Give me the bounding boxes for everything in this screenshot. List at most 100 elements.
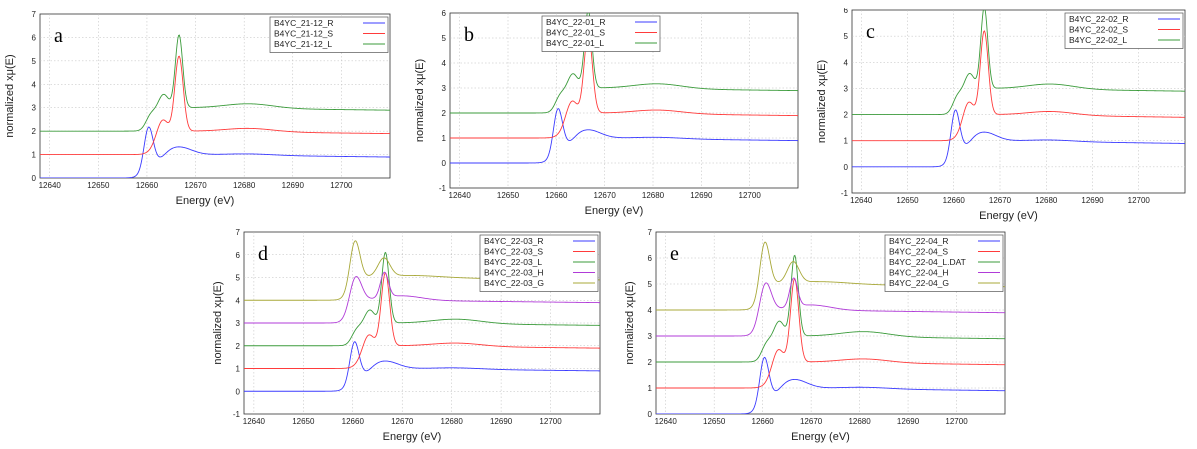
legend-box bbox=[884, 234, 1004, 292]
y-tick-label: 5 bbox=[236, 274, 241, 283]
series-line-B4YC_21-12_R bbox=[40, 126, 390, 178]
chart-panel-a: 12640 12650 12660 12670 12680 12690 12700 0 1 2 3 4… bbox=[0, 8, 400, 208]
x-tick-label: 12690 bbox=[897, 417, 920, 426]
x-tick-label: 12680 bbox=[848, 417, 871, 426]
y-tick-label: 1 bbox=[648, 384, 653, 393]
panel-letter: d bbox=[258, 243, 268, 265]
series-line-B4YC_22-04_S bbox=[656, 278, 1005, 389]
y-tick-label: 6 bbox=[648, 254, 653, 263]
y-tick-label: 2 bbox=[844, 111, 849, 120]
y-tick-label: 6 bbox=[32, 33, 37, 42]
xanes-chart-a: 12640 12650 12660 12670 12680 12690 12700 0 1 2 3 4… bbox=[4, 10, 391, 207]
y-tick-label: 3 bbox=[442, 84, 447, 93]
x-tick-label: 12680 bbox=[642, 191, 665, 200]
y-tick-label: 3 bbox=[648, 332, 653, 341]
x-tick-label: 12670 bbox=[594, 191, 617, 200]
panel-letter: b bbox=[464, 24, 474, 46]
y-tick-label: 0 bbox=[32, 174, 37, 183]
x-tick-label: 12650 bbox=[497, 191, 520, 200]
x-axis-label: Energy (eV) bbox=[585, 205, 644, 217]
x-tick-label: 12700 bbox=[739, 191, 762, 200]
series-line-B4YC_21-12_S bbox=[40, 55, 390, 156]
legend: B4YC_22-04_RB4YC_22-04_SB4YC_22-04_L.DAT… bbox=[884, 234, 1004, 292]
x-tick-label: 12640 bbox=[39, 181, 62, 190]
x-tick-label: 12650 bbox=[896, 196, 919, 205]
x-tick-label: 12680 bbox=[233, 181, 256, 190]
legend-label: B4YC_22-04_S bbox=[889, 247, 948, 257]
x-axis-label: Energy (eV) bbox=[979, 210, 1038, 222]
series-line-B4YC_22-01_R bbox=[450, 108, 798, 164]
panel-letter: e bbox=[670, 243, 679, 265]
x-tick-label: 12680 bbox=[441, 417, 464, 426]
y-tick-label: 4 bbox=[236, 296, 241, 305]
x-tick-label: 12650 bbox=[703, 417, 726, 426]
y-tick-label: 4 bbox=[648, 306, 653, 315]
legend-label: B4YC_22-04_G bbox=[889, 278, 949, 288]
y-tick-label: 1 bbox=[236, 365, 241, 374]
series-line-B4YC_22-02_S bbox=[852, 30, 1185, 142]
chart-panel-c: 12640 12650 12660 12670 12680 12690 12700 -1 0 1 2… bbox=[812, 6, 1197, 223]
x-tick-label: 12660 bbox=[752, 417, 775, 426]
y-tick-label: -1 bbox=[841, 189, 849, 198]
xanes-chart-c: 12640 12650 12660 12670 12680 12690 12700 -1 0 1 2… bbox=[816, 6, 1186, 222]
x-tick-label: 12660 bbox=[342, 417, 365, 426]
legend-label: B4YC_22-03_S bbox=[484, 247, 543, 257]
x-tick-label: 12670 bbox=[391, 417, 414, 426]
y-tick-label: 4 bbox=[32, 80, 37, 89]
y-tick-label: 7 bbox=[648, 228, 653, 237]
y-tick-label: 5 bbox=[844, 32, 849, 41]
chart-panel-b: 12640 12650 12660 12670 12680 12690 12700 -1 0 1 2… bbox=[410, 8, 810, 218]
y-tick-label: 0 bbox=[236, 387, 241, 396]
y-tick-label: 5 bbox=[442, 34, 447, 43]
legend-label: B4YC_22-04_L.DAT bbox=[889, 257, 966, 267]
xanes-chart-d: 12640 12650 12660 12670 12680 12690 12700 -1 0 1 2… bbox=[212, 228, 601, 443]
legend-label: B4YC_22-03_L bbox=[484, 257, 542, 267]
x-tick-label: 12700 bbox=[330, 181, 353, 190]
y-tick-label: 5 bbox=[32, 57, 37, 66]
x-tick-label: 12670 bbox=[989, 196, 1012, 205]
legend-label: B4YC_22-03_G bbox=[484, 278, 544, 288]
y-tick-label: 6 bbox=[236, 251, 241, 260]
xanes-chart-e: 12640 12650 12660 12670 12680 12690 12700 0 1 2 3 4… bbox=[624, 228, 1006, 443]
y-tick-label: 0 bbox=[844, 163, 849, 172]
y-tick-label: 6 bbox=[844, 8, 849, 15]
chart-panel-e: 12640 12650 12660 12670 12680 12690 12700 0 1 2 3 4… bbox=[620, 226, 1017, 444]
legend-label: B4YC_22-04_H bbox=[889, 268, 949, 278]
y-tick-label: 2 bbox=[648, 358, 653, 367]
series-line-B4YC_22-01_L bbox=[450, 13, 798, 114]
x-tick-label: 12700 bbox=[1128, 196, 1151, 205]
x-axis-label: Energy (eV) bbox=[383, 431, 442, 443]
x-tick-label: 12640 bbox=[449, 191, 472, 200]
legend-label: B4YC_22-03_H bbox=[484, 268, 544, 278]
panel-letter: a bbox=[54, 25, 63, 47]
legend-label: B4YC_22-04_R bbox=[889, 236, 949, 246]
legend-label: B4YC_22-03_R bbox=[484, 236, 544, 246]
y-tick-label: 4 bbox=[442, 59, 447, 68]
y-tick-label: 6 bbox=[442, 9, 447, 18]
x-tick-label: 12640 bbox=[655, 417, 678, 426]
series-line-B4YC_22-04_H bbox=[656, 277, 1005, 337]
legend-label: B4YC_22-02_R bbox=[1069, 14, 1129, 24]
y-tick-label: 7 bbox=[236, 228, 241, 237]
y-axis-label: normalized xμ(E) bbox=[4, 54, 16, 137]
y-tick-label: 4 bbox=[844, 58, 849, 67]
series-line-B4YC_22-02_L bbox=[852, 10, 1185, 116]
legend-label: B4YC_22-02_L bbox=[1069, 35, 1127, 45]
series-line-B4YC_22-04_R bbox=[656, 356, 1005, 414]
x-axis-label: Energy (eV) bbox=[176, 195, 235, 207]
y-tick-label: -1 bbox=[233, 410, 241, 419]
y-tick-label: 0 bbox=[442, 159, 447, 168]
x-tick-label: 12660 bbox=[545, 191, 568, 200]
y-tick-label: 3 bbox=[844, 84, 849, 93]
legend-label: B4YC_21-12_S bbox=[274, 29, 333, 39]
x-tick-label: 12660 bbox=[136, 181, 159, 190]
x-axis-label: Energy (eV) bbox=[791, 431, 850, 443]
x-tick-label: 12650 bbox=[87, 181, 110, 190]
legend-label: B4YC_22-01_L bbox=[546, 38, 604, 48]
y-axis-label: normalized xμ(E) bbox=[816, 60, 828, 143]
series-line-B4YC_21-12_L bbox=[40, 34, 390, 132]
x-tick-label: 12640 bbox=[243, 417, 266, 426]
